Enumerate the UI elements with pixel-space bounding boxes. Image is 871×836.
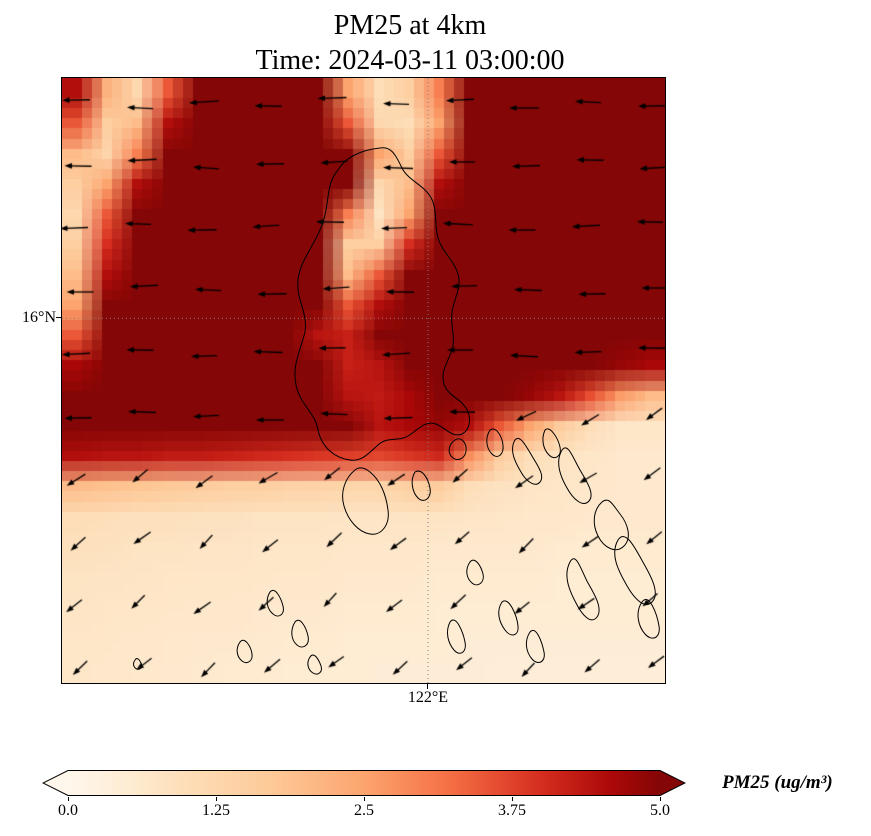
map-panel: [61, 77, 666, 684]
colorbar-tick-mark: [660, 797, 661, 801]
coastline: [614, 536, 656, 605]
colorbar-tick-mark: [68, 797, 69, 801]
coastline: [558, 447, 592, 504]
coastline: [294, 147, 470, 461]
colorbar-svg: [41, 770, 687, 796]
chart-title: PM25 at 4km: [333, 10, 487, 41]
coastline: [266, 590, 284, 617]
coastline: [133, 658, 143, 670]
coastline: [593, 499, 629, 551]
lat-tick-label: 16°N: [22, 309, 56, 326]
colorbar-outline: [41, 770, 687, 796]
coastline: [542, 428, 561, 459]
colorbar: [41, 770, 687, 796]
lon-tick-mark: [427, 684, 428, 689]
lon-tick-label: 122°E: [407, 689, 449, 706]
map-overlay-svg: [62, 78, 665, 683]
colorbar-extend-left-arrow: [43, 770, 68, 796]
coastline: [307, 654, 322, 675]
coastline: [448, 438, 467, 460]
title-block: PM25 at 4km Time: 2024-03-11 03:00:00: [0, 8, 820, 78]
colorbar-gradient-body: [68, 770, 660, 796]
colorbar-tick-label: 1.25: [202, 802, 230, 819]
coastline: [512, 438, 543, 485]
coastline: [466, 559, 484, 586]
lat-tick-mark: [56, 317, 61, 318]
coastline: [498, 600, 519, 636]
colorbar-tick-label: 3.75: [498, 802, 526, 819]
colorbar-extend-right-arrow: [660, 770, 685, 796]
coastline: [291, 619, 309, 648]
coastline: [525, 629, 545, 663]
colorbar-tick-mark: [364, 797, 365, 801]
coastline: [566, 558, 600, 621]
colorbar-tick-label: 2.5: [354, 802, 374, 819]
colorbar-tick-label: 5.0: [650, 802, 670, 819]
colorbar-tick-label: 0.0: [58, 802, 78, 819]
coastline: [236, 639, 253, 664]
coastline: [411, 470, 431, 501]
coastline: [486, 428, 504, 457]
colorbar-tick-mark: [216, 797, 217, 801]
colorbar-tick-mark: [512, 797, 513, 801]
colorbar-label: PM25 (ug/m³): [722, 772, 833, 793]
coastline: [446, 619, 466, 654]
coastline: [637, 599, 660, 639]
coastline: [342, 467, 389, 535]
pm25-heatmap-canvas: [62, 78, 665, 683]
chart-subtitle: Time: 2024-03-11 03:00:00: [255, 45, 565, 76]
